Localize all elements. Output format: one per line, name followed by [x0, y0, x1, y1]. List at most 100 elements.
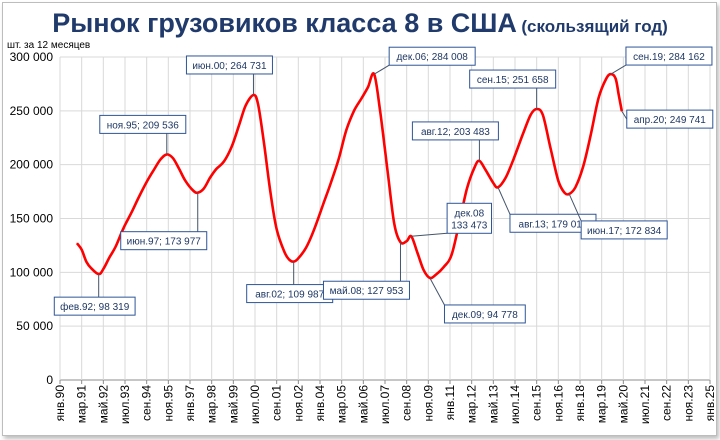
x-axis-ticks: янв.90 мар.91 май.92 июл.93 сен.94 ноя.95 янв.… — [53, 385, 717, 424]
annotation: ноя.95; 209 536 — [99, 114, 187, 155]
x-tick-label: сен.01 — [270, 385, 284, 421]
data-point — [102, 268, 104, 270]
series-line — [75, 72, 624, 280]
data-point — [379, 112, 381, 114]
annotation: дек.06; 284 008 — [373, 46, 476, 75]
data-point — [276, 228, 278, 230]
annotation-label: июн.97; 173 977 — [127, 237, 202, 248]
annotation: авг.12; 203 483 — [411, 121, 499, 161]
x-tick-label: янв.11 — [443, 385, 457, 421]
data-point — [81, 249, 83, 251]
y-tick-label: 0 — [46, 373, 53, 387]
data-point — [313, 229, 315, 231]
data-point — [288, 258, 290, 260]
annotation-leader — [497, 187, 511, 215]
x-tick-label: сен.94 — [140, 385, 154, 421]
data-point — [590, 134, 592, 136]
x-tick-label: мар.05 — [335, 385, 349, 424]
annotation-label: июн.17; 172 834 — [587, 226, 662, 237]
annotations: фев.92; 98 319 ноя.95; 209 536 июн.97; 173… — [53, 46, 714, 324]
annotation-label: авг.12; 203 483 — [421, 127, 490, 138]
x-tick-label: мар.19 — [595, 385, 609, 424]
data-point — [257, 103, 259, 105]
annotation: сен.19; 284 162 — [610, 46, 713, 75]
annotation-box — [469, 69, 557, 89]
x-tick-label: сен.22 — [660, 385, 674, 421]
x-tick-label: июл.21 — [638, 385, 652, 424]
data-point — [203, 187, 205, 189]
data-point — [605, 78, 607, 80]
y-tick-label: 300 000 — [10, 50, 54, 64]
data-point — [435, 273, 437, 275]
data-point — [322, 204, 324, 206]
x-tick-label: май.99 — [226, 385, 240, 424]
data-point — [90, 267, 92, 269]
annotation-box — [185, 55, 273, 75]
annotation-box — [120, 231, 208, 251]
data-point — [109, 256, 111, 258]
data-point — [153, 168, 155, 170]
x-tick-label: июл.07 — [378, 385, 392, 424]
annotation-label: дек.09; 94 778 — [452, 310, 518, 321]
data-point — [618, 94, 620, 96]
data-point — [598, 97, 600, 99]
data-point — [85, 261, 87, 263]
data-point — [76, 242, 78, 244]
annotation-box — [443, 304, 526, 324]
data-point — [209, 177, 211, 179]
data-point — [122, 227, 124, 229]
annotation-box — [99, 114, 187, 134]
data-point — [485, 169, 487, 171]
x-tick-label: мар.98 — [205, 385, 219, 424]
y-tick-label: 150 000 — [10, 212, 54, 226]
data-point — [172, 157, 174, 159]
data-point — [529, 114, 531, 116]
x-tick-label: ноя.23 — [681, 385, 695, 422]
annotation: июн.17; 172 834 — [568, 193, 668, 240]
chart-subtitle: (скользящий год) — [521, 17, 668, 36]
annotation: апр.20; 249 741 — [621, 109, 714, 129]
annotation-box — [580, 220, 668, 240]
annotation-box — [388, 46, 476, 66]
annotation-label: апр.20; 249 741 — [634, 115, 707, 126]
data-point — [406, 240, 408, 242]
annotation-box — [626, 109, 714, 129]
data-point — [239, 123, 241, 125]
data-point — [192, 190, 194, 192]
y-tick-label: 100 000 — [10, 265, 54, 279]
annotation: сен.15; 251 658 — [469, 69, 557, 110]
data-point — [512, 158, 514, 160]
data-point — [283, 251, 285, 253]
annotation: дек.09; 94 778 — [429, 277, 526, 324]
data-point — [231, 145, 233, 147]
annotation: июн.00; 264 731 — [185, 55, 273, 95]
annotation-label: авг.13; 179 019 — [519, 219, 588, 230]
data-point — [505, 177, 507, 179]
data-point — [443, 266, 445, 268]
x-tick-label: май.13 — [486, 385, 500, 424]
data-point — [269, 192, 271, 194]
data-point — [130, 212, 132, 214]
x-tick-label: янв.18 — [573, 385, 587, 422]
data-point — [466, 187, 468, 189]
data-point — [615, 78, 617, 80]
data-point — [223, 160, 225, 162]
data-point — [215, 168, 217, 170]
data-point — [474, 166, 476, 168]
x-tick-label: янв.97 — [183, 385, 197, 422]
data-point — [557, 180, 559, 182]
y-tick-label: 250 000 — [10, 104, 54, 118]
annotation-label: сен.15; 251 658 — [477, 75, 549, 86]
data-point — [305, 247, 307, 249]
data-point — [550, 148, 552, 150]
data-point — [492, 182, 494, 184]
data-point — [138, 196, 140, 198]
x-tick-label: мар.91 — [75, 385, 89, 424]
data-point — [367, 86, 369, 88]
x-tick-label: май.92 — [96, 385, 110, 424]
x-tick-label: ноя.16 — [551, 385, 565, 422]
chart-title: Рынок грузовиков класса 8 в США (скользя… — [0, 8, 720, 39]
annotation-leader — [610, 64, 627, 75]
data-point — [245, 104, 247, 106]
